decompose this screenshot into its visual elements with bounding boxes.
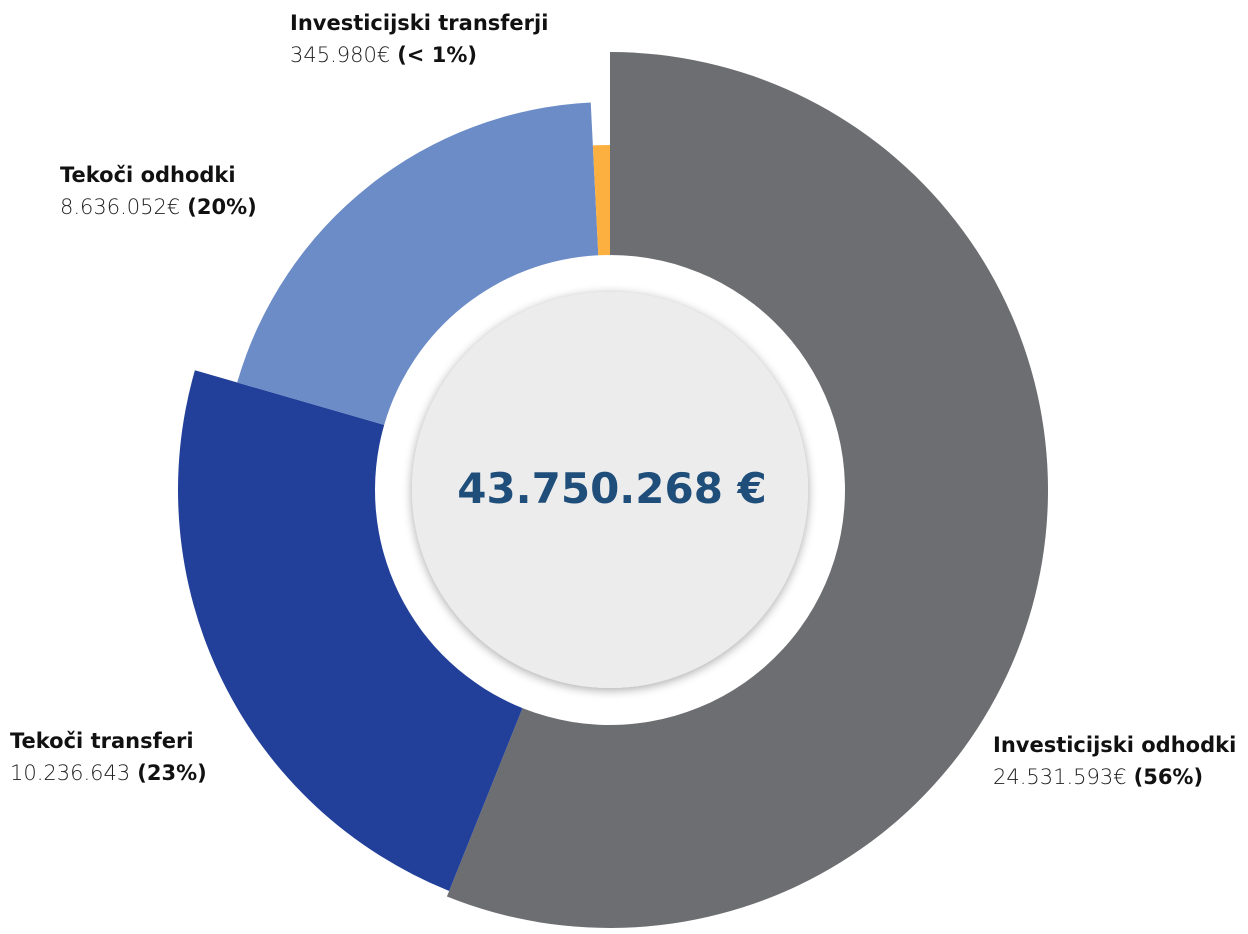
slices — [177, 52, 1049, 929]
value-label: 8.636.052€ — [60, 195, 180, 219]
slice-name: Tekoči transferi — [10, 729, 194, 753]
percent-label: (< 1%) — [397, 43, 477, 67]
slice — [237, 102, 599, 425]
slice-value: 10.236.643 (23%) — [10, 761, 207, 785]
slice-value: 8.636.052€ (20%) — [60, 195, 257, 219]
percent-label: (20%) — [187, 195, 256, 219]
slice — [177, 370, 523, 891]
value-label: 10.236.643 — [10, 761, 130, 785]
slice — [446, 52, 1049, 929]
total-label: 43.750.268 € — [457, 464, 767, 513]
center-disc — [412, 292, 808, 688]
slice-name: Investicijski transferji — [290, 11, 548, 35]
slice-name: Tekoči odhodki — [60, 163, 236, 187]
percent-label: (56%) — [1134, 765, 1203, 789]
percent-label: (23%) — [137, 761, 206, 785]
slice-value: 345.980€ (< 1%) — [290, 43, 477, 67]
slice — [592, 145, 610, 256]
value-label: 24.531.593€ — [993, 765, 1127, 789]
value-label: 345.980€ — [290, 43, 390, 67]
slice-value: 24.531.593€ (56%) — [993, 765, 1203, 789]
slice-name: Investicijski odhodki — [993, 733, 1236, 757]
